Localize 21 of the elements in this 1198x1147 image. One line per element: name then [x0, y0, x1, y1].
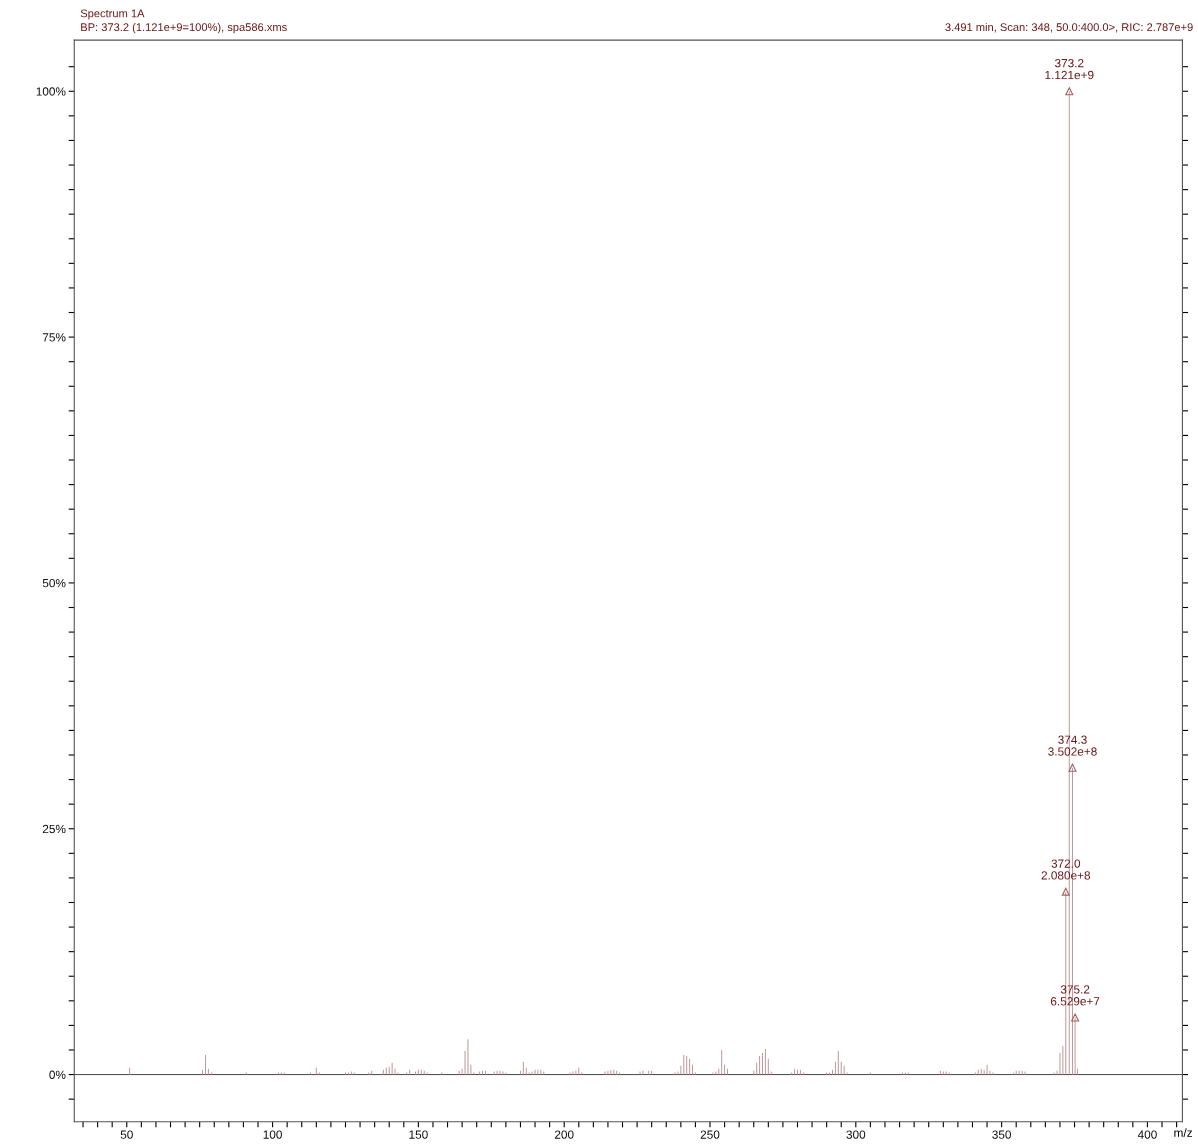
x-tick-label: 50 [120, 1130, 133, 1139]
x-tick-label: 200 [554, 1130, 574, 1139]
x-tick-label: 300 [846, 1130, 866, 1139]
annotation: 373.2 1.121e+9 [1045, 59, 1094, 80]
x-tick-label: 350 [992, 1130, 1012, 1139]
y-tick-label: 75% [42, 333, 66, 342]
y-tick-label: 50% [42, 578, 66, 588]
x-axis-title: m/z [1174, 1128, 1192, 1137]
annotation: 375.2 6.529e+7 [1050, 985, 1100, 1006]
annotation: 372.0 2.080e+8 [1041, 859, 1091, 880]
y-tick-label: 25% [42, 824, 66, 834]
y-tick-label: 0% [49, 1070, 66, 1079]
x-tick-label: 150 [409, 1130, 428, 1139]
text: 3.491 min, Scan: 348, 50.0:400.0>, RIC: 2.787e+9 [945, 22, 1193, 33]
chart-subtitle: BP: 373.2 (1.121e+9=100%), spa586.xms [81, 22, 287, 34]
y-tick-label: 100% [36, 87, 66, 96]
x-tick-label: 250 [700, 1130, 720, 1139]
x-tick-label: 100 [263, 1130, 282, 1139]
annotation: 374.3 3.502e+8 [1048, 735, 1097, 756]
x-tick-label: 400 [1137, 1130, 1157, 1139]
chart-title: Spectrum 1A [80, 9, 145, 20]
